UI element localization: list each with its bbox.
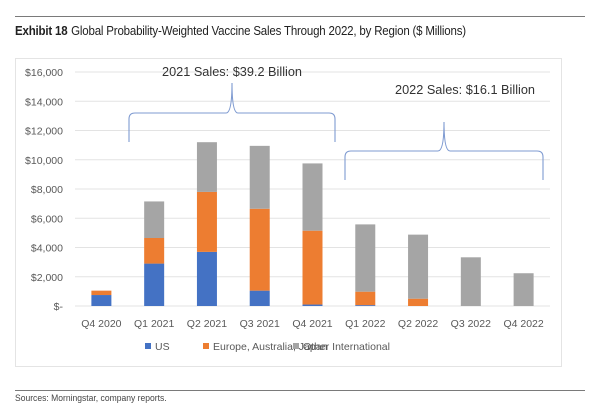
bar-segment-europe-australia-japan (249, 208, 270, 291)
bar-segment-us (249, 290, 270, 306)
x-axis-tick-labels: Q4 2020 Q1 2021 Q2 2021 Q3 2021 Q4 2021 Q1 20… (81, 318, 544, 330)
bar-stack (513, 273, 534, 306)
y-tick-label: $- (54, 301, 64, 313)
x-tick-label: Q2 2021 (187, 318, 227, 330)
annotation-label: 2022 Sales: $16.1 Billion (395, 82, 535, 97)
bar-segment-other-international (196, 142, 217, 192)
bar-segment-europe-australia-japan (408, 298, 429, 306)
exhibit-title-text: Global Probability-Weighted Vaccine Sale… (71, 24, 466, 38)
top-rule (15, 16, 585, 17)
annotation-bracket (344, 121, 544, 180)
legend-label: US (155, 341, 170, 353)
x-tick-label: Q3 2022 (451, 318, 491, 330)
bar-stack (302, 163, 323, 306)
x-tick-label: Q1 2021 (134, 318, 174, 330)
bar-segment-other-international (144, 201, 165, 238)
exhibit-label: Exhibit 18 (15, 24, 68, 38)
y-tick-label: $6,000 (31, 213, 63, 225)
bar-segment-europe-australia-japan (91, 290, 112, 296)
bar-segment-europe-australia-japan (144, 237, 165, 264)
y-tick-label: $14,000 (25, 96, 63, 108)
y-tick-label: $8,000 (31, 184, 63, 196)
y-tick-label: $16,000 (25, 67, 63, 79)
bar-stack (144, 201, 165, 306)
bar-stack (408, 234, 429, 306)
legend-swatch (203, 343, 209, 349)
bar-segment-other-international (460, 257, 481, 306)
bar-segment-other-international (408, 234, 429, 299)
legend-label: Other International (303, 341, 390, 353)
x-tick-label: Q4 2020 (81, 318, 121, 330)
bar-stack (91, 290, 112, 306)
y-axis-tick-labels: $- $2,000 $4,000 $6,000 $8,000 $10,000 $12,000… (25, 67, 63, 313)
bar-segment-other-international (249, 145, 270, 209)
bar-segment-europe-australia-japan (355, 291, 376, 306)
bottom-rule (15, 390, 585, 391)
x-tick-label: Q3 2021 (240, 318, 280, 330)
bars (91, 142, 534, 306)
legend-swatch (145, 343, 151, 349)
bar-stack (460, 257, 481, 306)
sources-note: Sources: Morningstar, company reports. (15, 393, 167, 404)
bar-segment-us (302, 304, 323, 306)
bar-stack (355, 224, 376, 306)
bar-segment-other-international (302, 163, 323, 231)
bar-segment-us (91, 295, 112, 306)
legend-item: US (145, 341, 170, 353)
y-tick-label: $10,000 (25, 155, 63, 167)
x-tick-label: Q4 2022 (503, 318, 543, 330)
bar-segment-other-international (513, 273, 534, 306)
x-tick-label: Q1 2022 (345, 318, 385, 330)
exhibit-title: Exhibit 18 Global Probability-Weighted Va… (15, 24, 466, 38)
legend-item: Other International (293, 341, 390, 353)
annotation-label: 2021 Sales: $39.2 Billion (162, 64, 302, 79)
bar-segment-europe-australia-japan (302, 230, 323, 305)
y-tick-label: $12,000 (25, 126, 63, 138)
x-tick-label: Q2 2022 (398, 318, 438, 330)
x-tick-label: Q4 2021 (292, 318, 332, 330)
bar-stack (249, 145, 270, 306)
annotation-bracket (128, 82, 336, 142)
bar-segment-europe-australia-japan (196, 191, 217, 252)
y-tick-label: $2,000 (31, 272, 63, 284)
annotations: 2021 Sales: $39.2 Billion 2022 Sales: $16… (128, 64, 544, 180)
bar-segment-us (196, 251, 217, 306)
bar-segment-us (144, 263, 165, 306)
chart-frame (15, 58, 562, 367)
legend-swatch (293, 343, 299, 349)
bar-stack (196, 142, 217, 306)
bar-segment-other-international (355, 224, 376, 292)
y-tick-label: $4,000 (31, 243, 63, 255)
bar-segment-us (355, 305, 376, 306)
